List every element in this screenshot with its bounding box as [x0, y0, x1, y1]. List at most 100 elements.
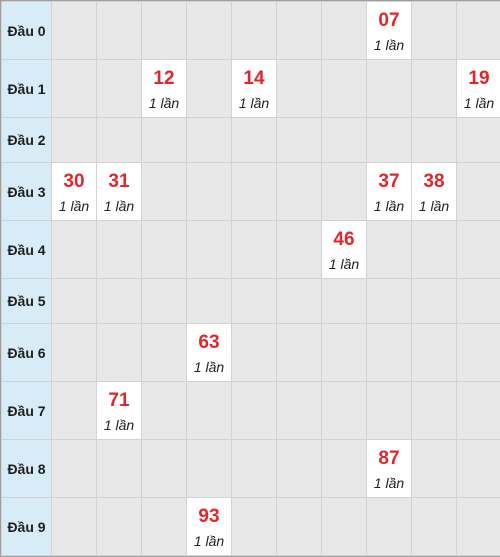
- empty-cell: [456, 278, 500, 324]
- empty-cell: [96, 278, 142, 324]
- empty-cell: [276, 439, 322, 498]
- empty-cell: [96, 439, 142, 498]
- lottery-number: 38: [423, 170, 445, 192]
- empty-cell: [51, 323, 97, 382]
- empty-cell: [51, 497, 97, 556]
- empty-cell: [276, 381, 322, 440]
- empty-cell: [141, 278, 187, 324]
- occurrence-count: 1 lần: [328, 255, 360, 272]
- empty-cell: [141, 1, 187, 60]
- empty-cell: [51, 220, 97, 279]
- empty-cell: [51, 117, 97, 163]
- lottery-number: 14: [243, 67, 265, 89]
- row-head-label: Đầu 2: [1, 117, 52, 163]
- empty-cell: [231, 162, 277, 221]
- empty-cell: [186, 59, 232, 118]
- empty-cell: [96, 59, 142, 118]
- empty-cell: [51, 278, 97, 324]
- occurrence-count: 1 lần: [238, 94, 270, 111]
- empty-cell: [411, 220, 457, 279]
- empty-cell: [456, 497, 500, 556]
- empty-cell: [411, 497, 457, 556]
- grid-row: Đầu 2: [1, 117, 500, 163]
- empty-cell: [141, 439, 187, 498]
- empty-cell: [321, 323, 367, 382]
- lottery-number: 07: [378, 9, 400, 31]
- empty-cell: [366, 59, 412, 118]
- empty-cell: [411, 439, 457, 498]
- empty-cell: [321, 162, 367, 221]
- hit-cell: 12 1 lần: [141, 59, 187, 118]
- lottery-number: 30: [63, 170, 85, 192]
- empty-cell: [186, 117, 232, 163]
- occurrence-count: 1 lần: [193, 532, 225, 549]
- empty-cell: [276, 1, 322, 60]
- empty-cell: [366, 220, 412, 279]
- hit-cell: 07 1 lần: [366, 1, 412, 60]
- hit-cell: 87 1 lần: [366, 439, 412, 498]
- row-head-label: Đầu 7: [1, 381, 52, 440]
- empty-cell: [186, 439, 232, 498]
- empty-cell: [141, 497, 187, 556]
- lottery-number: 12: [153, 67, 175, 89]
- empty-cell: [51, 59, 97, 118]
- hit-cell: 71 1 lần: [96, 381, 142, 440]
- empty-cell: [231, 1, 277, 60]
- empty-cell: [276, 278, 322, 324]
- lottery-number: 31: [108, 170, 130, 192]
- hit-cell: 93 1 lần: [186, 497, 232, 556]
- occurrence-count: 1 lần: [103, 416, 135, 433]
- grid-row: Đầu 6 63 1 lần: [1, 323, 500, 382]
- empty-cell: [366, 323, 412, 382]
- hit-cell: 31 1 lần: [96, 162, 142, 221]
- empty-cell: [96, 220, 142, 279]
- occurrence-count: 1 lần: [463, 94, 495, 111]
- empty-cell: [51, 1, 97, 60]
- hit-cell: 63 1 lần: [186, 323, 232, 382]
- lottery-number: 46: [333, 228, 355, 250]
- empty-cell: [411, 117, 457, 163]
- empty-cell: [456, 381, 500, 440]
- occurrence-count: 1 lần: [373, 36, 405, 53]
- empty-cell: [51, 381, 97, 440]
- empty-cell: [366, 497, 412, 556]
- hit-cell: 30 1 lần: [51, 162, 97, 221]
- hit-cell: 38 1 lần: [411, 162, 457, 221]
- empty-cell: [411, 59, 457, 118]
- empty-cell: [231, 497, 277, 556]
- empty-cell: [231, 381, 277, 440]
- occurrence-count: 1 lần: [373, 474, 405, 491]
- hit-cell: 37 1 lần: [366, 162, 412, 221]
- empty-cell: [411, 278, 457, 324]
- lottery-number: 71: [108, 389, 130, 411]
- lottery-number: 93: [198, 505, 220, 527]
- occurrence-count: 1 lần: [193, 358, 225, 375]
- empty-cell: [276, 497, 322, 556]
- empty-cell: [321, 117, 367, 163]
- row-head-label: Đầu 5: [1, 278, 52, 324]
- empty-cell: [96, 323, 142, 382]
- empty-cell: [456, 162, 500, 221]
- empty-cell: [141, 117, 187, 163]
- empty-cell: [276, 323, 322, 382]
- empty-cell: [456, 1, 500, 60]
- occurrence-count: 1 lần: [373, 197, 405, 214]
- row-head-label: Đầu 6: [1, 323, 52, 382]
- empty-cell: [186, 162, 232, 221]
- empty-cell: [186, 381, 232, 440]
- empty-cell: [276, 59, 322, 118]
- empty-cell: [231, 278, 277, 324]
- empty-cell: [141, 323, 187, 382]
- grid-row: Đầu 3 30 1 lần 31 1 lần 37 1 lần 38 1 lần: [1, 162, 500, 221]
- grid-row: Đầu 8 87 1 lần: [1, 439, 500, 498]
- empty-cell: [276, 117, 322, 163]
- empty-cell: [321, 381, 367, 440]
- empty-cell: [276, 220, 322, 279]
- lottery-number: 19: [468, 67, 490, 89]
- grid-row: Đầu 5: [1, 278, 500, 324]
- grid-row: Đầu 0 07 1 lần: [1, 1, 500, 60]
- empty-cell: [321, 1, 367, 60]
- empty-cell: [96, 1, 142, 60]
